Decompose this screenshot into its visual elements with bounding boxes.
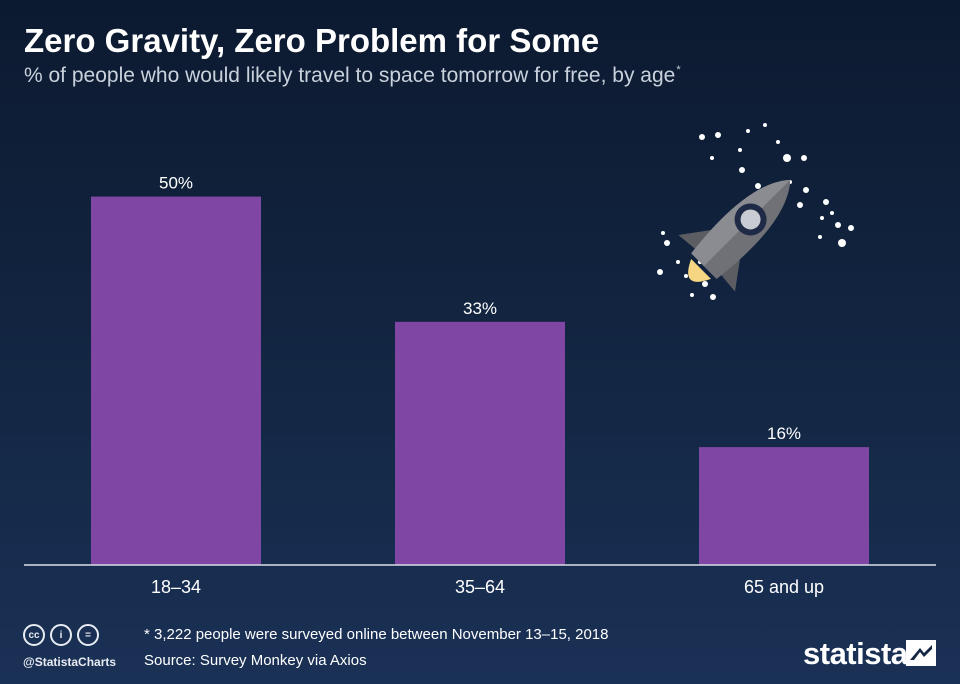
star-icon xyxy=(783,154,791,162)
star-icon xyxy=(801,155,807,161)
subtitle-footnote-mark: * xyxy=(676,64,681,76)
bar-value-label: 50% xyxy=(159,174,193,193)
license-icons: cc i = xyxy=(23,624,99,646)
star-icon xyxy=(739,167,745,173)
star-icon xyxy=(746,129,750,133)
star-icon xyxy=(755,183,761,189)
x-tick-label: 65 and up xyxy=(744,577,824,597)
statista-logo-text[interactable]: statista xyxy=(803,636,908,671)
star-icon xyxy=(835,222,841,228)
rocket-fin-left xyxy=(678,229,716,250)
no-derivatives-icon[interactable]: = xyxy=(77,624,99,646)
star-icon xyxy=(657,269,663,275)
source-note: Source: Survey Monkey via Axios xyxy=(144,652,367,669)
bar-value-label: 33% xyxy=(463,299,497,318)
star-icon xyxy=(830,211,834,215)
star-icon xyxy=(676,260,680,264)
star-icon xyxy=(684,274,688,278)
star-icon xyxy=(738,148,742,152)
star-icon xyxy=(702,281,708,287)
star-icon xyxy=(838,239,846,247)
bar-value-label: 16% xyxy=(767,424,801,443)
star-icon xyxy=(710,156,714,160)
star-icon xyxy=(710,294,716,300)
star-icon xyxy=(661,231,665,235)
rocket-icon xyxy=(678,179,791,292)
star-icon xyxy=(715,132,721,138)
rocket-illustration xyxy=(657,123,854,300)
star-icon xyxy=(797,202,803,208)
bar-0 xyxy=(91,196,261,565)
rocket-flame xyxy=(688,259,711,282)
star-icon xyxy=(848,225,854,231)
x-tick-label: 18–34 xyxy=(151,577,201,597)
bars-layer: 50% 18–34 33% 35–64 16% 65 and up xyxy=(91,174,869,597)
star-icon xyxy=(699,134,705,140)
star-icon xyxy=(818,235,822,239)
rocket-fin-right xyxy=(720,254,741,292)
star-icon xyxy=(763,123,767,127)
subtitle-text: % of people who would likely travel to s… xyxy=(24,64,676,87)
chart-subtitle: % of people who would likely travel to s… xyxy=(24,64,681,88)
star-icon xyxy=(690,293,694,297)
cc-icon[interactable]: cc xyxy=(23,624,45,646)
rocket-window xyxy=(740,209,761,230)
footnote: * 3,222 people were surveyed online betw… xyxy=(144,626,609,643)
star-icon xyxy=(820,216,824,220)
star-icon xyxy=(776,140,780,144)
twitter-handle[interactable]: @StatistaCharts xyxy=(23,655,117,669)
bar-1 xyxy=(395,321,565,565)
chart-title: Zero Gravity, Zero Problem for Some xyxy=(24,22,600,59)
star-icon xyxy=(664,240,670,246)
statista-logo-icon xyxy=(906,640,936,666)
star-icon xyxy=(823,199,829,205)
attribution-icon[interactable]: i xyxy=(50,624,72,646)
bar-2 xyxy=(699,447,869,565)
x-tick-label: 35–64 xyxy=(455,577,505,597)
star-icon xyxy=(803,187,809,193)
